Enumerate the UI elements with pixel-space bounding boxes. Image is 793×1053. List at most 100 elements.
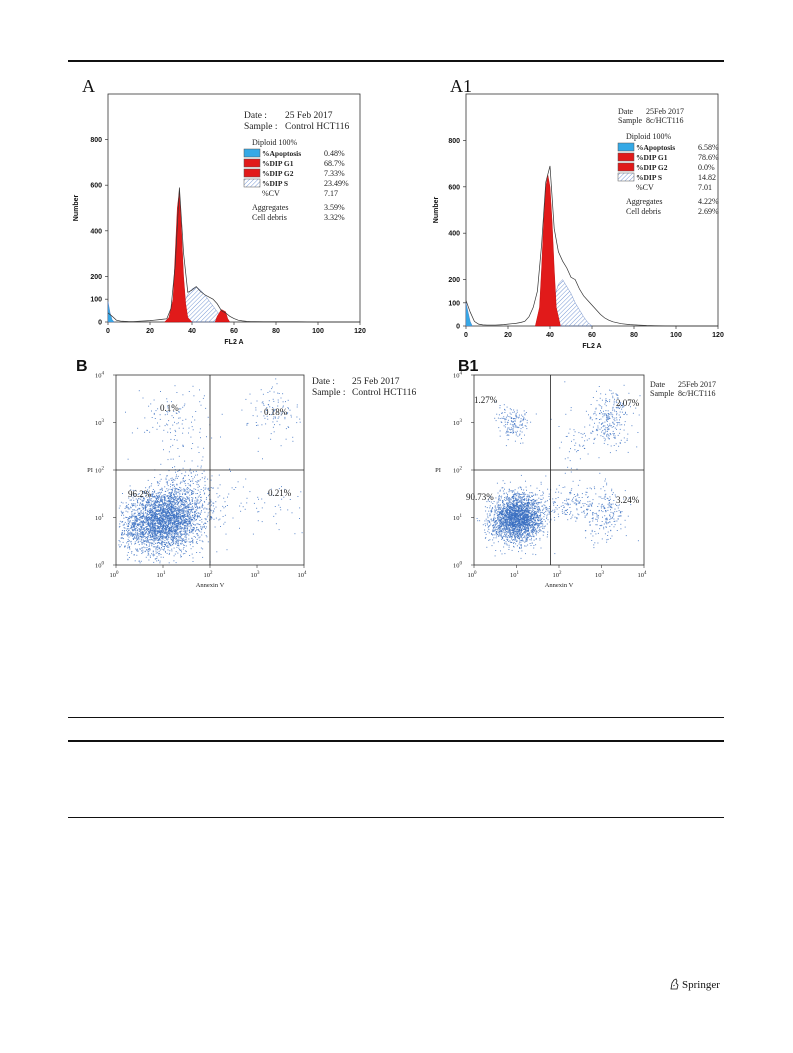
event-dot — [144, 522, 146, 524]
event-dot — [161, 506, 163, 508]
event-dot — [180, 554, 182, 556]
event-dot — [179, 417, 181, 419]
event-dot — [156, 514, 158, 516]
event-dot — [176, 507, 178, 509]
event-dot — [166, 534, 168, 536]
event-dot — [273, 409, 275, 411]
event-dot — [152, 500, 154, 502]
histogram-outline — [107, 187, 360, 323]
event-dot — [513, 517, 514, 519]
event-dot — [506, 497, 508, 499]
event-dot — [159, 523, 161, 525]
event-dot — [171, 530, 173, 532]
event-dot — [156, 560, 158, 562]
event-dot — [504, 497, 505, 499]
event-dot — [191, 501, 193, 503]
event-dot — [203, 487, 205, 489]
event-dot — [535, 544, 537, 546]
event-dot — [245, 398, 247, 400]
event-dot — [124, 521, 126, 523]
event-dot — [197, 516, 199, 518]
event-dot — [541, 499, 543, 500]
event-dot — [168, 531, 170, 533]
y-tick-exponent: 2 — [102, 467, 105, 472]
event-dot — [167, 514, 169, 516]
event-dot — [126, 534, 127, 536]
event-dot — [524, 535, 526, 537]
event-dot — [145, 544, 147, 545]
event-dot — [187, 483, 189, 485]
event-dot — [174, 488, 176, 490]
event-dot — [197, 465, 199, 467]
event-dot — [219, 484, 221, 486]
event-dot — [249, 393, 251, 395]
event-dot — [506, 519, 508, 521]
event-dot — [207, 541, 209, 543]
event-dot — [185, 527, 186, 529]
event-dot — [188, 517, 190, 519]
event-dot — [157, 526, 159, 528]
event-dot — [540, 498, 542, 500]
event-dot — [137, 540, 139, 542]
event-dot — [163, 525, 165, 527]
event-dot — [191, 537, 193, 539]
event-dot — [132, 524, 134, 526]
event-dot — [154, 496, 156, 497]
legend-label: %DIP G1 — [262, 159, 294, 168]
event-dot — [210, 516, 212, 518]
event-dot — [154, 508, 156, 510]
event-dot — [120, 537, 122, 539]
event-dot — [533, 503, 535, 505]
event-dot — [191, 553, 193, 555]
event-dot — [153, 538, 155, 540]
event-dot — [199, 536, 201, 538]
x-tick-label: 101 — [157, 571, 167, 579]
event-dot — [180, 518, 182, 520]
event-dot — [134, 512, 136, 514]
event-dot — [130, 527, 132, 529]
event-dot — [156, 546, 158, 548]
event-dot — [128, 546, 130, 548]
event-dot — [184, 533, 185, 535]
event-dot — [144, 533, 146, 535]
event-dot — [159, 493, 161, 495]
event-dot — [146, 496, 148, 498]
event-dot — [179, 549, 181, 551]
event-dot — [171, 525, 173, 527]
event-dot — [489, 539, 491, 541]
event-dot — [166, 488, 168, 490]
legend-label: %DIP G2 — [262, 169, 294, 178]
event-dot — [121, 512, 123, 514]
event-dot — [184, 539, 186, 541]
event-dot — [136, 550, 138, 552]
event-dot — [515, 493, 517, 495]
event-dot — [170, 524, 172, 526]
event-dot — [161, 536, 163, 538]
event-dot — [199, 507, 201, 509]
event-dot — [160, 525, 162, 527]
event-dot — [158, 510, 159, 512]
event-dot — [130, 520, 131, 522]
event-dot — [183, 497, 185, 499]
event-dot — [148, 523, 150, 525]
event-dot — [169, 527, 171, 529]
event-dot — [169, 516, 171, 518]
event-dot — [267, 493, 269, 494]
event-dot — [129, 516, 131, 518]
event-dot — [177, 552, 179, 554]
event-dot — [207, 478, 209, 480]
event-dot — [118, 526, 120, 528]
event-dot — [499, 517, 501, 519]
event-dot — [159, 414, 161, 416]
event-dot — [505, 524, 507, 526]
event-dot — [192, 508, 193, 510]
event-dot — [150, 527, 152, 529]
event-dot — [164, 510, 166, 512]
event-dot — [531, 506, 533, 508]
event-dot — [139, 498, 141, 500]
event-dot — [162, 518, 164, 520]
event-dot — [188, 497, 190, 499]
event-dot — [533, 513, 535, 515]
event-dot — [510, 532, 512, 534]
event-dot — [181, 534, 183, 536]
